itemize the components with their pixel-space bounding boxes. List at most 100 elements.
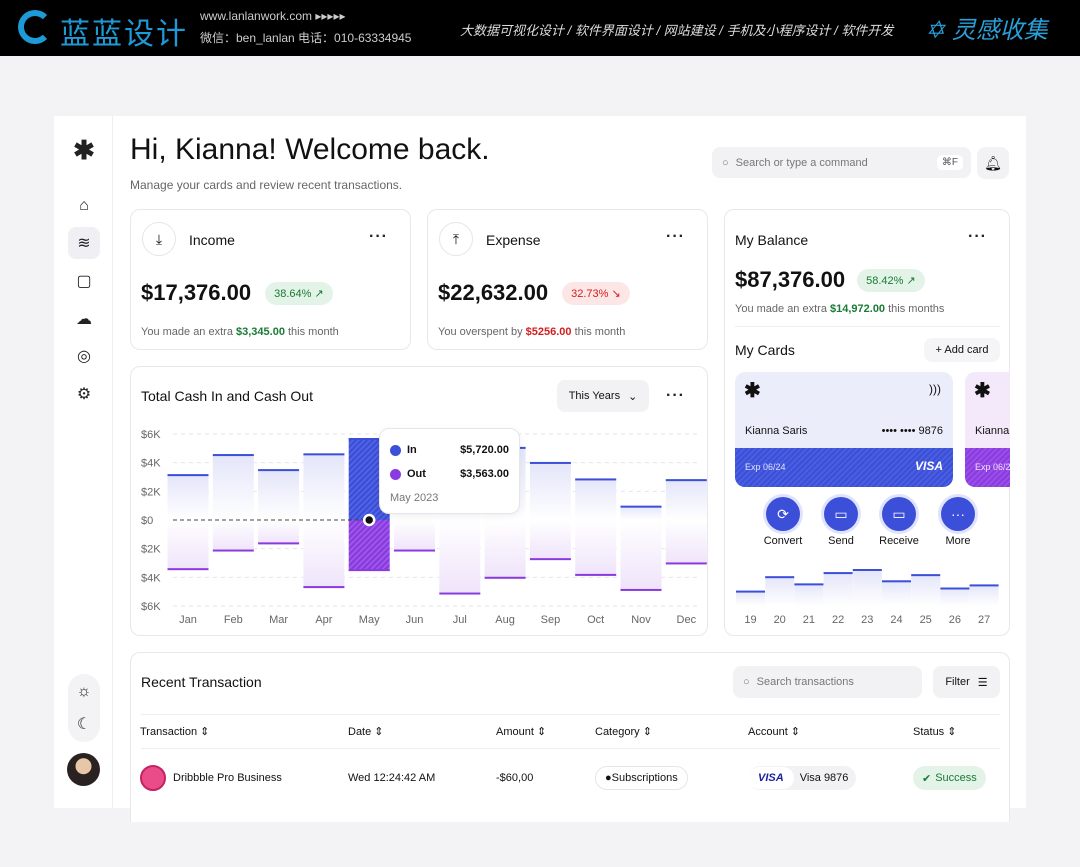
col-transaction[interactable]: Transaction ⇕ xyxy=(140,726,210,738)
mini-bar-cap xyxy=(765,576,795,579)
x-tick-label: Feb xyxy=(224,614,243,626)
y-tick-label: $4K xyxy=(141,572,161,584)
col-label: Status xyxy=(913,726,945,738)
mini-day-label: 22 xyxy=(832,614,844,626)
col-amount[interactable]: Amount ⇕ xyxy=(496,726,547,738)
x-tick-label: Jan xyxy=(179,614,197,626)
bar-out-cap xyxy=(620,588,662,591)
transactions-search[interactable]: ○ Search transactions xyxy=(733,666,922,698)
wallet-icon[interactable]: ▢ xyxy=(76,273,92,290)
card-number: •••• •••• 9876 xyxy=(881,425,943,437)
mini-bar-cap xyxy=(882,580,911,583)
mini-bar xyxy=(765,576,795,606)
bank-card[interactable]: ✱ ))) Kianna Saris •••• •••• 9876 Exp 06… xyxy=(735,372,953,487)
expense-card: ⤒ Expense ··· $22,632.00 32.73% ↘ You ove… xyxy=(427,209,708,350)
filter-icon: ☰ xyxy=(977,676,988,689)
banner-brand-text: 灵感收集 xyxy=(951,17,1048,44)
convert-label: Convert xyxy=(763,535,803,547)
bar-out xyxy=(348,520,390,572)
card-holder: Kianna Saris xyxy=(745,425,808,437)
receive-button[interactable]: ▭ xyxy=(882,497,916,531)
expense-change: 32.73% xyxy=(571,287,609,300)
settings-icon[interactable]: ⚙ xyxy=(76,386,92,403)
bar-in-cap xyxy=(348,438,390,441)
receive-label: Receive xyxy=(879,535,919,547)
period-select[interactable]: This Years ⌄ xyxy=(557,380,649,412)
avatar[interactable] xyxy=(67,753,100,786)
col-account[interactable]: Account ⇕ xyxy=(748,726,801,738)
transaction-amount: -$60,00 xyxy=(496,772,534,784)
banner-brand: ✡ 灵感收集 xyxy=(925,17,1048,44)
bar-out xyxy=(665,520,707,565)
y-tick-label: $0 xyxy=(141,515,153,527)
mini-day-label: 24 xyxy=(890,614,902,626)
bar-in-cap xyxy=(620,505,662,508)
filter-label: Filter xyxy=(945,676,970,688)
transactions-search-input[interactable]: Search transactions xyxy=(756,676,854,688)
visa-logo: VISA xyxy=(748,767,794,789)
card-exp: Exp 06/2 xyxy=(975,462,1010,472)
convert-button[interactable]: ⟳ xyxy=(766,497,800,531)
send-button[interactable]: ▭ xyxy=(824,497,858,531)
chat-icon[interactable]: ◎ xyxy=(77,348,91,365)
bar-in xyxy=(665,479,707,520)
bar-out xyxy=(212,520,254,552)
bar-out-cap xyxy=(575,573,617,576)
command-search[interactable]: ○ Search or type a command ⌘F xyxy=(712,147,971,178)
mini-day-label: 27 xyxy=(978,614,990,626)
bell-icon[interactable]: 🔔︎ xyxy=(977,147,1009,179)
note-text: this month xyxy=(571,326,626,338)
banner-site: www.lanlanwork.com ▸▸▸▸▸ xyxy=(200,9,346,23)
mini-day-label: 25 xyxy=(920,614,932,626)
col-date[interactable]: Date ⇕ xyxy=(348,726,384,738)
cloud-upload-icon[interactable]: ☁ xyxy=(76,311,92,328)
mini-bar xyxy=(736,590,765,606)
bar-in-cap xyxy=(258,469,300,472)
more-button[interactable]: ··· xyxy=(941,497,975,531)
balance-note: You made an extra $14,972.00 this months xyxy=(735,303,944,315)
tooltip-out-value: $3,563.00 xyxy=(460,468,509,480)
mini-day-label: 19 xyxy=(744,614,756,626)
col-status[interactable]: Status ⇕ xyxy=(913,726,957,738)
filter-button[interactable]: Filter ☰ xyxy=(933,666,1000,698)
add-card-button[interactable]: + Add card xyxy=(924,338,1000,362)
sun-icon[interactable]: ☼ xyxy=(76,683,92,700)
y-tick-label: $4K xyxy=(141,458,161,470)
mini-bar xyxy=(911,574,941,606)
chart-tooltip: In $5,720.00 Out $3,563.00 May 2023 xyxy=(379,428,520,514)
home-icon[interactable]: ⌂ xyxy=(79,197,89,214)
bar-in xyxy=(575,478,617,520)
contactless-icon: ))) xyxy=(929,382,941,396)
bar-in-cap xyxy=(167,474,209,477)
more-icon[interactable]: ··· xyxy=(369,228,388,245)
check-circle-icon: ✔ xyxy=(922,772,932,785)
layers-icon[interactable]: ≋ xyxy=(68,227,100,259)
bar-out-cap xyxy=(348,569,390,572)
theme-toggle[interactable]: ☼ ☾ xyxy=(68,674,100,742)
x-tick-label: May xyxy=(359,614,380,626)
x-tick-label: Sep xyxy=(541,614,561,626)
more-icon[interactable]: ··· xyxy=(968,228,987,245)
bar-out-cap xyxy=(439,592,481,595)
bar-out-cap xyxy=(212,549,254,552)
more-icon[interactable]: ··· xyxy=(666,228,685,245)
bar-in xyxy=(212,454,254,520)
tooltip-date: May 2023 xyxy=(390,492,439,504)
send-label: Send xyxy=(828,535,854,547)
status-badge: ✔ Success xyxy=(913,766,986,790)
x-tick-label: Dec xyxy=(677,614,697,626)
col-category[interactable]: Category ⇕ xyxy=(595,726,652,738)
col-label: Category xyxy=(595,726,640,738)
income-note: You made an extra $3,345.00 this month xyxy=(141,326,339,338)
mini-bar xyxy=(940,587,970,606)
bar-out xyxy=(620,520,662,591)
more-icon[interactable]: ··· xyxy=(666,387,685,404)
y-tick-label: $6K xyxy=(141,601,161,613)
moon-icon[interactable]: ☾ xyxy=(76,716,92,733)
search-input[interactable]: Search or type a command xyxy=(735,156,868,169)
income-card: ⤓ Income ··· $17,376.00 38.64% ↗ You made… xyxy=(130,209,411,350)
bank-card-2[interactable]: ✱ Kianna Exp 06/2 xyxy=(965,372,1010,487)
chart-title: Total Cash In and Cash Out xyxy=(141,388,313,404)
hover-point xyxy=(362,513,376,527)
transactions-card: Recent Transaction ○ Search transactions … xyxy=(130,652,1010,822)
